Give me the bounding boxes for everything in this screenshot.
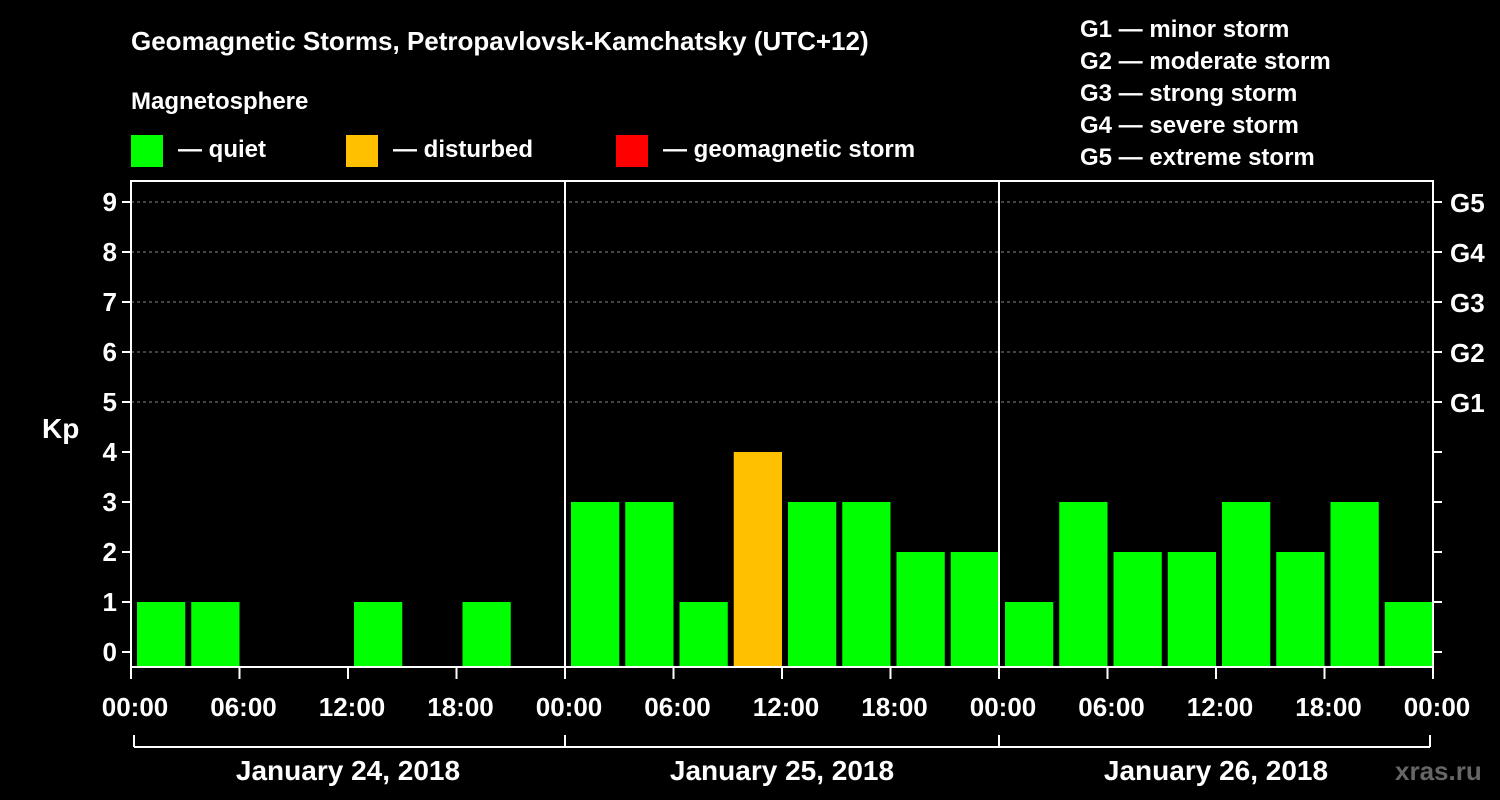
magnetosphere-label: Magnetosphere xyxy=(131,88,308,115)
grid-lines xyxy=(131,201,1433,403)
bar-1 xyxy=(191,602,240,666)
bar-0 xyxy=(137,602,186,666)
bar-10 xyxy=(679,602,728,666)
bar-20 xyxy=(1222,502,1271,666)
g-level-label-g1: G1 xyxy=(1450,388,1485,418)
y-tick-label-6: 6 xyxy=(103,337,117,367)
bars xyxy=(137,452,1433,666)
x-tick-label-5: 06:00 xyxy=(644,692,711,722)
x-tick-label-9: 06:00 xyxy=(1078,692,1145,722)
chart-title: Geomagnetic Storms, Petropavlovsk-Kamcha… xyxy=(131,26,869,56)
bar-14 xyxy=(896,552,945,666)
y-tick-label-7: 7 xyxy=(103,287,117,317)
g-scale-g2: G2 — moderate storm xyxy=(1080,48,1331,75)
x-tick-label-0: 00:00 xyxy=(102,692,169,722)
bar-8 xyxy=(571,502,620,666)
g-level-label-g4: G4 xyxy=(1450,238,1485,268)
bar-11 xyxy=(733,452,782,666)
day-label-0: January 24, 2018 xyxy=(236,755,460,786)
x-tick-label-8: 00:00 xyxy=(970,692,1037,722)
bar-19 xyxy=(1167,552,1216,666)
day-label-2: January 26, 2018 xyxy=(1104,755,1328,786)
g-level-label-g2: G2 xyxy=(1450,338,1485,368)
bar-21 xyxy=(1276,552,1325,666)
y-axis-label: Kp xyxy=(42,413,79,444)
g-level-label-g3: G3 xyxy=(1450,288,1485,318)
bar-15 xyxy=(950,552,999,666)
x-tick-label-2: 12:00 xyxy=(319,692,386,722)
g-level-label-g5: G5 xyxy=(1450,188,1485,218)
axes: 0 1 2 3 4 5 6 7 8 9 G1 G2 G3 G4 G5 00:00 06:00 12:00 18:00… xyxy=(102,187,1485,786)
day-label-1: January 25, 2018 xyxy=(670,755,894,786)
bar-13 xyxy=(842,502,891,666)
y-tick-label-1: 1 xyxy=(103,587,117,617)
y-tick-label-3: 3 xyxy=(103,487,117,517)
bar-12 xyxy=(788,502,837,666)
g-scale-g1: G1 — minor storm xyxy=(1080,16,1289,43)
g-scale-g5: G5 — extreme storm xyxy=(1080,144,1315,171)
bar-6 xyxy=(462,602,511,666)
x-tick-label-11: 18:00 xyxy=(1295,692,1362,722)
g-scale-g3: G3 — strong storm xyxy=(1080,80,1297,107)
y-tick-label-4: 4 xyxy=(103,437,118,467)
bar-4 xyxy=(354,602,403,666)
bar-16 xyxy=(1005,602,1054,666)
y-tick-label-8: 8 xyxy=(103,237,117,267)
bar-17 xyxy=(1059,502,1108,666)
legend-swatch-disturbed xyxy=(346,135,378,167)
x-tick-label-7: 18:00 xyxy=(861,692,928,722)
legend-label-disturbed: — disturbed xyxy=(393,136,533,163)
x-tick-label-12: 00:00 xyxy=(1404,692,1471,722)
x-tick-label-6: 12:00 xyxy=(753,692,820,722)
legend-label-quiet: — quiet xyxy=(178,136,266,163)
legend-label-storm: — geomagnetic storm xyxy=(663,136,915,163)
x-tick-label-10: 12:00 xyxy=(1187,692,1254,722)
legend-swatch-storm xyxy=(616,135,648,167)
bar-9 xyxy=(625,502,674,666)
bar-23 xyxy=(1384,602,1433,666)
x-tick-label-1: 06:00 xyxy=(210,692,277,722)
bar-22 xyxy=(1330,502,1379,666)
g-scale-g4: G4 — severe storm xyxy=(1080,112,1299,139)
bar-18 xyxy=(1113,552,1162,666)
x-tick-label-3: 18:00 xyxy=(427,692,494,722)
y-tick-label-0: 0 xyxy=(103,637,117,667)
y-tick-label-2: 2 xyxy=(103,537,117,567)
x-tick-label-4: 00:00 xyxy=(536,692,603,722)
y-tick-label-9: 9 xyxy=(103,187,117,217)
watermark: xras.ru xyxy=(1395,756,1482,786)
legend-swatch-quiet xyxy=(131,135,163,167)
y-tick-label-5: 5 xyxy=(103,387,117,417)
